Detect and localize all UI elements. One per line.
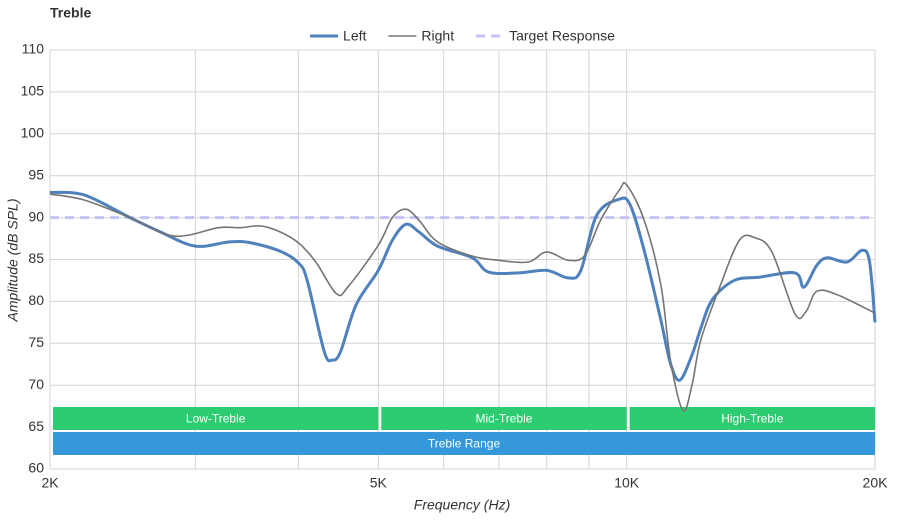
y-tick-label: 60 [28,460,44,476]
y-tick-label: 110 [22,41,45,57]
band-label: High-Treble [721,412,784,426]
band [53,432,875,455]
x-tick-label: 20K [863,475,889,491]
x-tick-label: 10K [614,475,640,491]
x-tick-label: 2K [41,475,59,491]
x-axis-label: Frequency (Hz) [414,497,510,513]
legend-item: Left [310,28,367,44]
band [53,407,379,430]
y-tick-label: 85 [28,250,44,266]
band [381,407,627,430]
legend: Left Right Target Response [310,28,615,44]
y-tick-label: 105 [21,83,45,99]
legend-label: Target Response [509,28,615,44]
series-line [49,190,877,382]
x-tick-label: 5K [370,475,388,491]
band-label: Mid-Treble [476,412,533,426]
y-tick-label: 100 [21,125,45,141]
y-tick-label: 65 [28,418,44,434]
y-tick-label: 80 [28,292,44,308]
series-line [49,181,876,412]
y-tick-label: 75 [28,334,44,350]
band-label: Low-Treble [186,412,246,426]
y-tick-label: 95 [28,166,44,182]
legend-label: Left [343,28,366,44]
legend-label: Right [421,28,454,44]
y-tick-label: 70 [28,376,44,392]
band-label: Treble Range [428,437,501,451]
band [629,407,875,430]
chart-title: Treble [50,5,91,21]
legend-item: Right [388,28,454,44]
y-axis-label: Amplitude (dB SPL) [5,199,21,323]
y-tick-label: 90 [28,208,44,224]
legend-item: Target Response [476,28,615,44]
